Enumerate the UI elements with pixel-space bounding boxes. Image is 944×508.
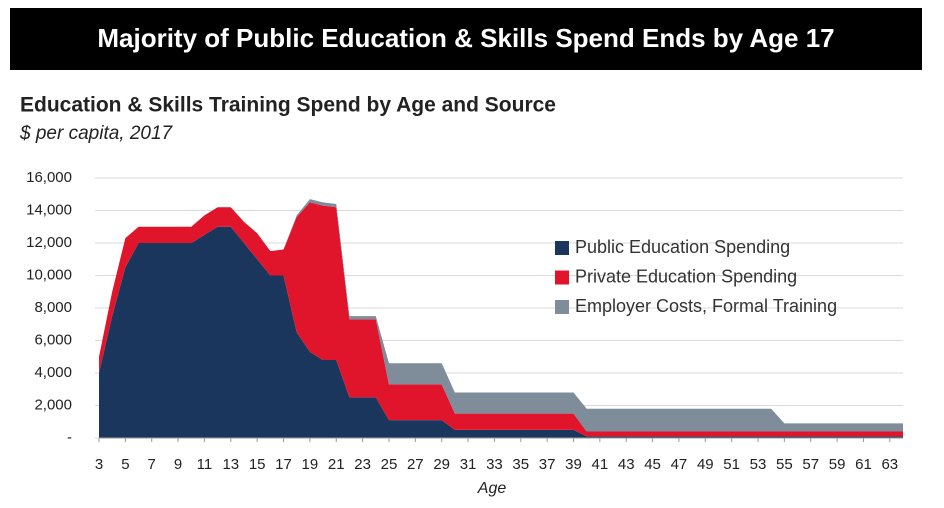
x-tick-label: 15 xyxy=(249,456,266,473)
x-tick-label: 5 xyxy=(121,456,129,473)
area xyxy=(99,226,903,438)
x-tick-label: 61 xyxy=(855,456,872,473)
y-tick-label: 8,000 xyxy=(34,299,72,316)
chart-title: Education & Skills Training Spend by Age… xyxy=(20,94,556,117)
x-tick-label: 13 xyxy=(222,456,239,473)
legend-label: Employer Costs, Formal Training xyxy=(575,296,837,316)
x-tick-label: 21 xyxy=(328,456,345,473)
legend-label: Private Education Spending xyxy=(575,266,797,286)
x-tick-label: 9 xyxy=(174,456,182,473)
legend-swatch xyxy=(555,270,569,285)
x-tick-label: 63 xyxy=(881,456,898,473)
x-tick-label: 53 xyxy=(750,456,767,473)
x-tick-label: 47 xyxy=(671,456,688,473)
x-tick-label: 43 xyxy=(618,456,635,473)
x-tick-label: 29 xyxy=(433,456,450,473)
x-tick-label: 27 xyxy=(407,456,424,473)
x-tick-label: 39 xyxy=(565,456,582,473)
y-tick-label: 6,000 xyxy=(34,331,72,348)
x-tick-label: 41 xyxy=(592,456,609,473)
x-tick-label: 11 xyxy=(197,456,213,473)
y-tick-label: 16,000 xyxy=(26,169,72,186)
x-tick-label: 33 xyxy=(486,456,503,473)
legend-label: Public Education Spending xyxy=(575,237,790,257)
x-tick-label: 55 xyxy=(776,456,793,473)
x-tick-label: 59 xyxy=(829,456,846,473)
x-tick-label: 51 xyxy=(723,456,740,473)
chart-subtitle: $ per capita, 2017 xyxy=(19,123,174,144)
y-tick-label: 14,000 xyxy=(26,201,72,218)
x-tick-label: 23 xyxy=(354,456,371,473)
legend-swatch xyxy=(555,241,569,255)
x-tick-label: 49 xyxy=(697,456,714,473)
x-axis-label: Age xyxy=(477,480,507,497)
x-tick-label: 31 xyxy=(460,456,477,473)
area xyxy=(99,202,903,437)
y-tick-label: 12,000 xyxy=(26,234,72,251)
x-tick-label: 3 xyxy=(95,456,103,473)
y-tick-label: 2,000 xyxy=(34,396,72,413)
x-tick-label: 17 xyxy=(275,456,292,473)
y-tick-label: - xyxy=(67,429,72,446)
banner-bg xyxy=(10,8,922,70)
x-tick-label: 19 xyxy=(302,456,319,473)
x-tick-label: 57 xyxy=(802,456,819,473)
x-tick-label: 25 xyxy=(381,456,398,473)
y-tick-label: 4,000 xyxy=(34,364,72,381)
x-tick-label: 7 xyxy=(148,456,156,473)
x-tick-label: 35 xyxy=(512,456,529,473)
y-tick-label: 10,000 xyxy=(26,266,72,283)
banner: Majority of Public Education & Skills Sp… xyxy=(97,23,834,53)
x-tick-label: 37 xyxy=(539,456,556,473)
legend-swatch xyxy=(555,300,569,314)
x-tick-label: 45 xyxy=(644,456,661,473)
